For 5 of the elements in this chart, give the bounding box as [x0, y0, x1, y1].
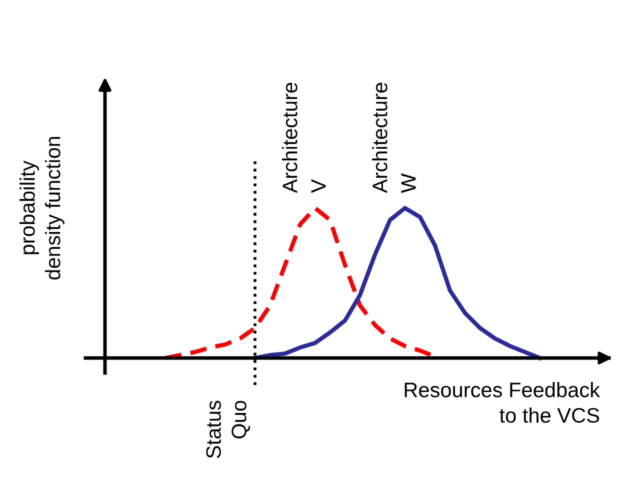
y-axis-title: probability density function — [20, 136, 64, 280]
text: Architecture W — [372, 82, 416, 193]
text: Architecture V — [282, 82, 326, 193]
text: Status Quo — [206, 400, 250, 458]
x-axis-title: Resources Feedback to the VCS — [404, 382, 600, 423]
